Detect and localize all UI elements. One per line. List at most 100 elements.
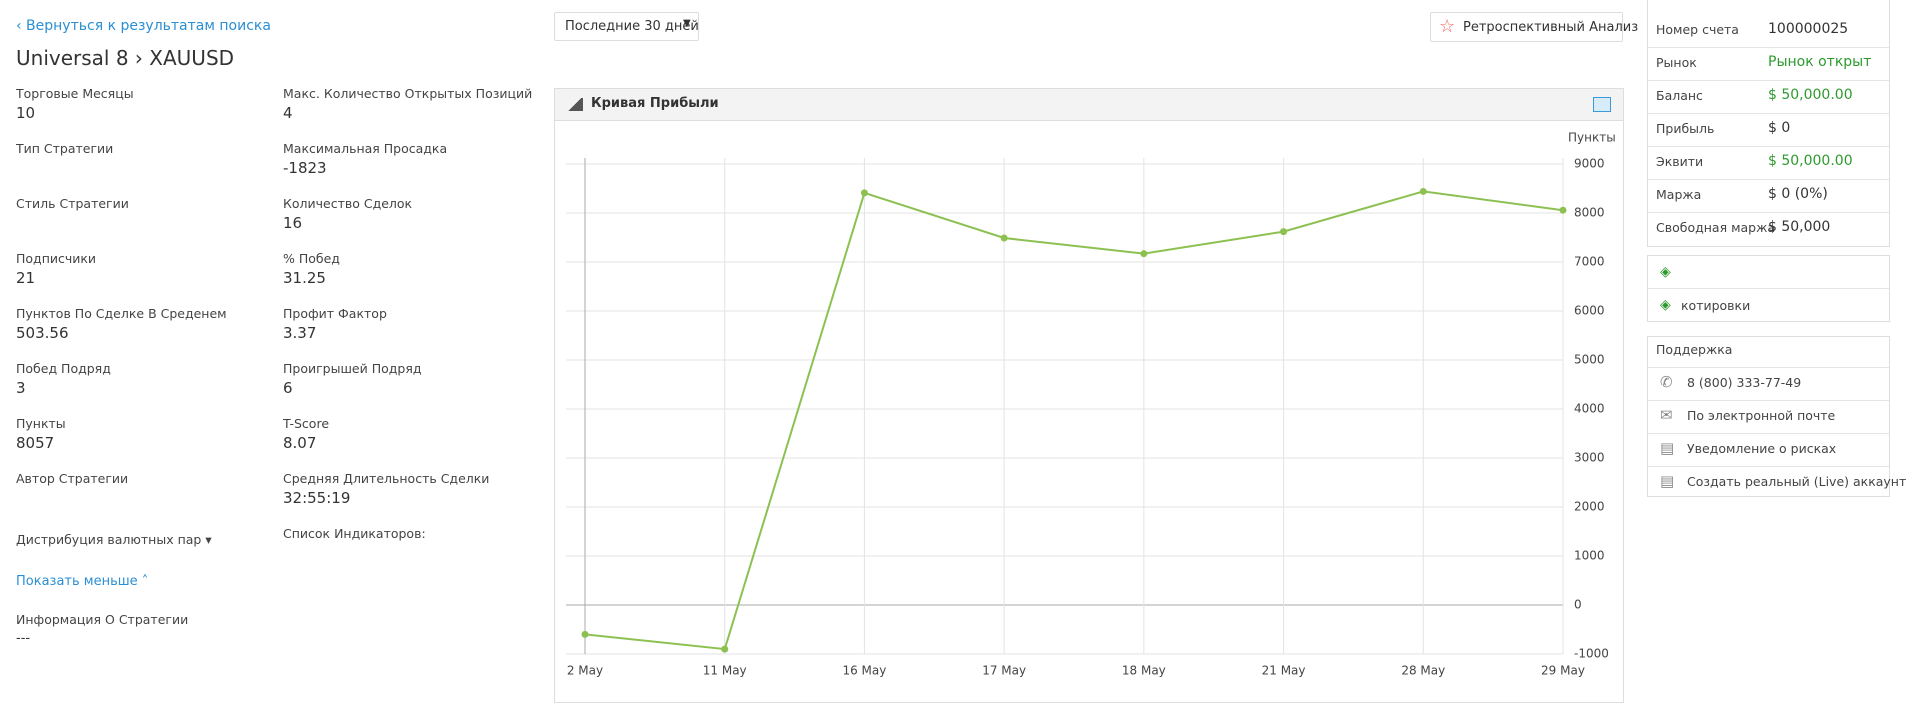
stat-value: 10 [16,104,36,122]
stat-value: 3.37 [283,324,317,342]
distribution[interactable]: Дистрибуция валютных пар ▾ [16,532,212,547]
show-less-label: Показать меньше [16,574,138,589]
support-link[interactable]: Уведомление о рисках [1687,441,1837,456]
x-tick-label: 29 May [1541,664,1585,678]
stat-value: 4 [283,104,293,122]
caret: ▼ [683,18,691,29]
x-tick-label: 21 May [1262,664,1306,678]
account-value: $ 0 (0%) [1768,186,1828,202]
y-tick-label: 6000 [1574,304,1605,318]
account-label: Баланс [1656,88,1703,103]
stat-label: % Побед [283,251,340,266]
support-icon: ✆ [1660,373,1673,391]
indicators: Список Индикаторов: [283,526,426,541]
divider [1648,47,1889,48]
stat-label: Пункты [16,416,66,431]
show-less[interactable]: Показать меньше ˄ [16,574,149,589]
stat-label: Подписчики [16,251,97,266]
x-tick-label: 28 May [1401,664,1445,678]
backtest-button[interactable]: ☆ Ретроспективный Анализ [1430,12,1638,42]
account-label: Свободная маржа [1656,220,1776,235]
account-label: Маржа [1656,187,1702,202]
chart-icon [567,98,583,111]
symbol: › XAUUSD [134,46,235,70]
y-tick-label: 1000 [1574,549,1605,563]
divider [1648,80,1889,81]
divider [1648,466,1889,467]
chart-title: Кривая Прибыли [591,96,719,111]
y-tick-label: 3000 [1574,451,1605,465]
x-tick-label: 2 May [567,664,603,678]
info-label: Информация О Стратегии [16,612,189,627]
divider [1648,400,1889,401]
stat-value: 31.25 [283,269,326,287]
x-tick-label: 17 May [982,664,1026,678]
point [1280,228,1288,236]
account-label: Прибыль [1656,121,1715,136]
star-icon: ☆ [1439,16,1456,37]
stat-value: 32:55:19 [283,489,351,507]
stat-value: 8.07 [283,434,317,452]
y-axis-label: Пункты [1568,131,1616,145]
period-dropdown[interactable]: Последние 30 дней ▼ [554,12,699,41]
line [584,190,1564,651]
divider [1648,212,1889,213]
info-value: --- [16,631,31,646]
account-value: $ 50,000.00 [1768,87,1853,103]
divider [1648,367,1889,368]
divider [1648,113,1889,114]
point [581,630,589,638]
stat-label: T-Score [283,416,330,431]
stat-label: Пунктов По Сделке В Среденем [16,306,227,321]
x-tick-label: 18 May [1122,664,1166,678]
strategy-title: Universal 8 › XAUUSD [16,46,234,70]
account-value: $ 50,000 [1768,219,1831,235]
stat-value: 3 [16,379,26,397]
point [1000,234,1008,242]
distribution-label: Дистрибуция валютных пар [16,532,202,547]
support-link[interactable]: По электронной почте [1687,408,1836,423]
quotes-icon: ◈ [1660,264,1671,280]
divider [1648,179,1889,180]
account-value: $ 0 [1768,120,1791,136]
stat-label: Количество Сделок [283,196,413,211]
y-tick-label: 8000 [1574,206,1605,220]
stat-value: 8057 [16,434,55,452]
point [1419,187,1427,195]
point [1140,250,1148,258]
stat-label: Проигрышей Подряд [283,361,422,376]
point [721,645,729,653]
support-panel [1647,336,1890,497]
point [1559,206,1567,214]
x-tick-label: 11 May [703,664,747,678]
period-label: Последние 30 дней [565,19,699,34]
stat-value: 16 [283,214,303,232]
quotes-link[interactable]: котировки [1681,298,1751,313]
account-label: Эквити [1656,154,1704,169]
account-label: Рынок [1656,55,1697,70]
y-tick-label: 2000 [1574,500,1605,514]
support-link[interactable]: 8 (800) 333-77-49 [1687,375,1802,390]
quotes-icon: ◈ [1660,297,1671,313]
account-value: Рынок открыт [1768,54,1872,70]
stat-label: Максимальная Просадка [283,141,448,156]
y-tick-label: 7000 [1574,255,1605,269]
back-link[interactable]: ‹ Вернуться к результатам поиска [16,18,271,34]
stat-label: Тип Стратегии [16,141,114,156]
stat-value: 503.56 [16,324,69,342]
stat-label: Торговые Месяцы [16,86,134,101]
account-value: 100000025 [1768,21,1849,37]
stat-value: -1823 [283,159,327,177]
y-tick-label: -1000 [1574,647,1609,661]
support-link[interactable]: Создать реальный (Live) аккаунт [1687,474,1906,489]
export-icon[interactable] [1593,97,1611,112]
strategy-name: Universal 8 [16,46,129,70]
y-tick-label: 4000 [1574,402,1605,416]
chart-panel: Кривая Прибыли [554,88,1624,703]
stat-label: Автор Стратегии [16,471,129,486]
stat-label: Средняя Длительность Сделки [283,471,490,486]
support-icon: ▤ [1660,472,1675,490]
chart-header [555,89,1623,121]
